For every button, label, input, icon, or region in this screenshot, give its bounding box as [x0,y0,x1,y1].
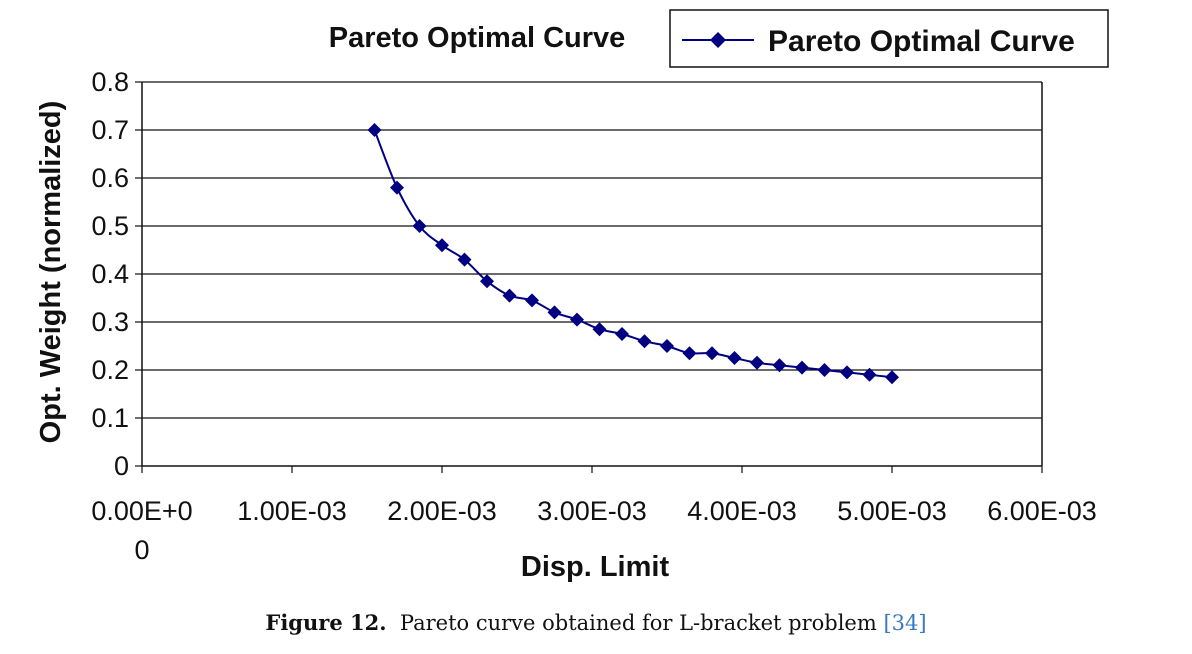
data-point-12 [637,334,652,349]
axes [135,81,1043,473]
y-tick-label-5: 0.5 [91,211,129,241]
data-point-16 [727,351,742,365]
data-point-7 [525,293,539,308]
series-line-0 [373,129,893,379]
y-axis-label: Opt. Weight (normalized) [35,101,67,444]
y-tick-label-3: 0.3 [91,307,129,337]
legend: Pareto Optimal Curve [669,9,1109,68]
chart-title: Pareto Optimal Curve [329,22,626,54]
data-point-2 [412,219,427,233]
data-point-14 [682,346,697,361]
x-tick-label-4: 4.00E-03 [687,496,797,526]
data-point-11 [615,327,629,341]
x-tick-label-1: 1.00E-03 [237,496,347,526]
data-point-22 [862,367,877,382]
data-point-8 [547,305,562,320]
data-point-5 [480,274,494,289]
x-tick-label-0-line2: 0 [134,535,149,565]
data-point-6 [502,288,517,303]
x-tick-label-5: 5.00E-03 [837,496,947,526]
data-point-10 [592,322,607,337]
legend-label: Pareto Optimal Curve [768,25,1075,58]
x-axis-label: Disp. Limit [521,551,670,583]
x-tick-labels: 0.00E+0 0 1.00E-03 2.00E-03 3.00E-03 4.00E-03… [91,496,1096,565]
data-point-1 [390,180,404,195]
data-point-20 [817,363,832,377]
gridlines [142,81,1042,419]
legend-marker-diamond [710,32,726,48]
data-point-23 [885,370,899,385]
x-tick-label-3: 3.00E-03 [537,496,647,526]
y-tick-label-4: 0.4 [91,259,129,289]
data-point-3 [435,238,449,253]
pareto-chart: Pareto Optimal Curve Pareto Optimal Curv… [35,9,1109,583]
y-tick-labels: 0 0.1 0.2 0.3 0.4 0.5 0.6 0.7 0.8 [91,67,129,481]
data-point-9 [570,312,584,327]
y-tick-label-7: 0.7 [91,115,129,145]
data-point-19 [795,360,809,375]
data-point-18 [772,358,787,373]
data-point-4 [457,252,472,267]
data-point-0 [367,123,382,137]
x-tick-label-0: 0.00E+0 [91,496,192,526]
data-point-21 [840,365,854,380]
data-point-15 [705,346,719,361]
y-tick-label-2: 0.2 [91,355,129,385]
data-point-17 [750,355,764,370]
caption-reference-link[interactable]: [34] [883,611,927,635]
data-point-13 [660,339,674,353]
y-tick-label-8: 0.8 [91,67,129,97]
figure-caption: Figure 12. Pareto curve obtained for L-b… [0,610,1192,635]
y-tick-label-0: 0 [114,451,129,481]
y-tick-label-6: 0.6 [91,163,129,193]
x-tick-label-2: 2.00E-03 [387,496,497,526]
series-pareto [367,123,899,385]
legend-box [669,9,1109,68]
caption-text: Pareto curve obtained for L-bracket prob… [399,611,877,635]
caption-label: Figure 12. [265,610,387,635]
x-tick-label-6: 6.00E-03 [987,496,1097,526]
y-tick-label-1: 0.1 [91,403,129,433]
